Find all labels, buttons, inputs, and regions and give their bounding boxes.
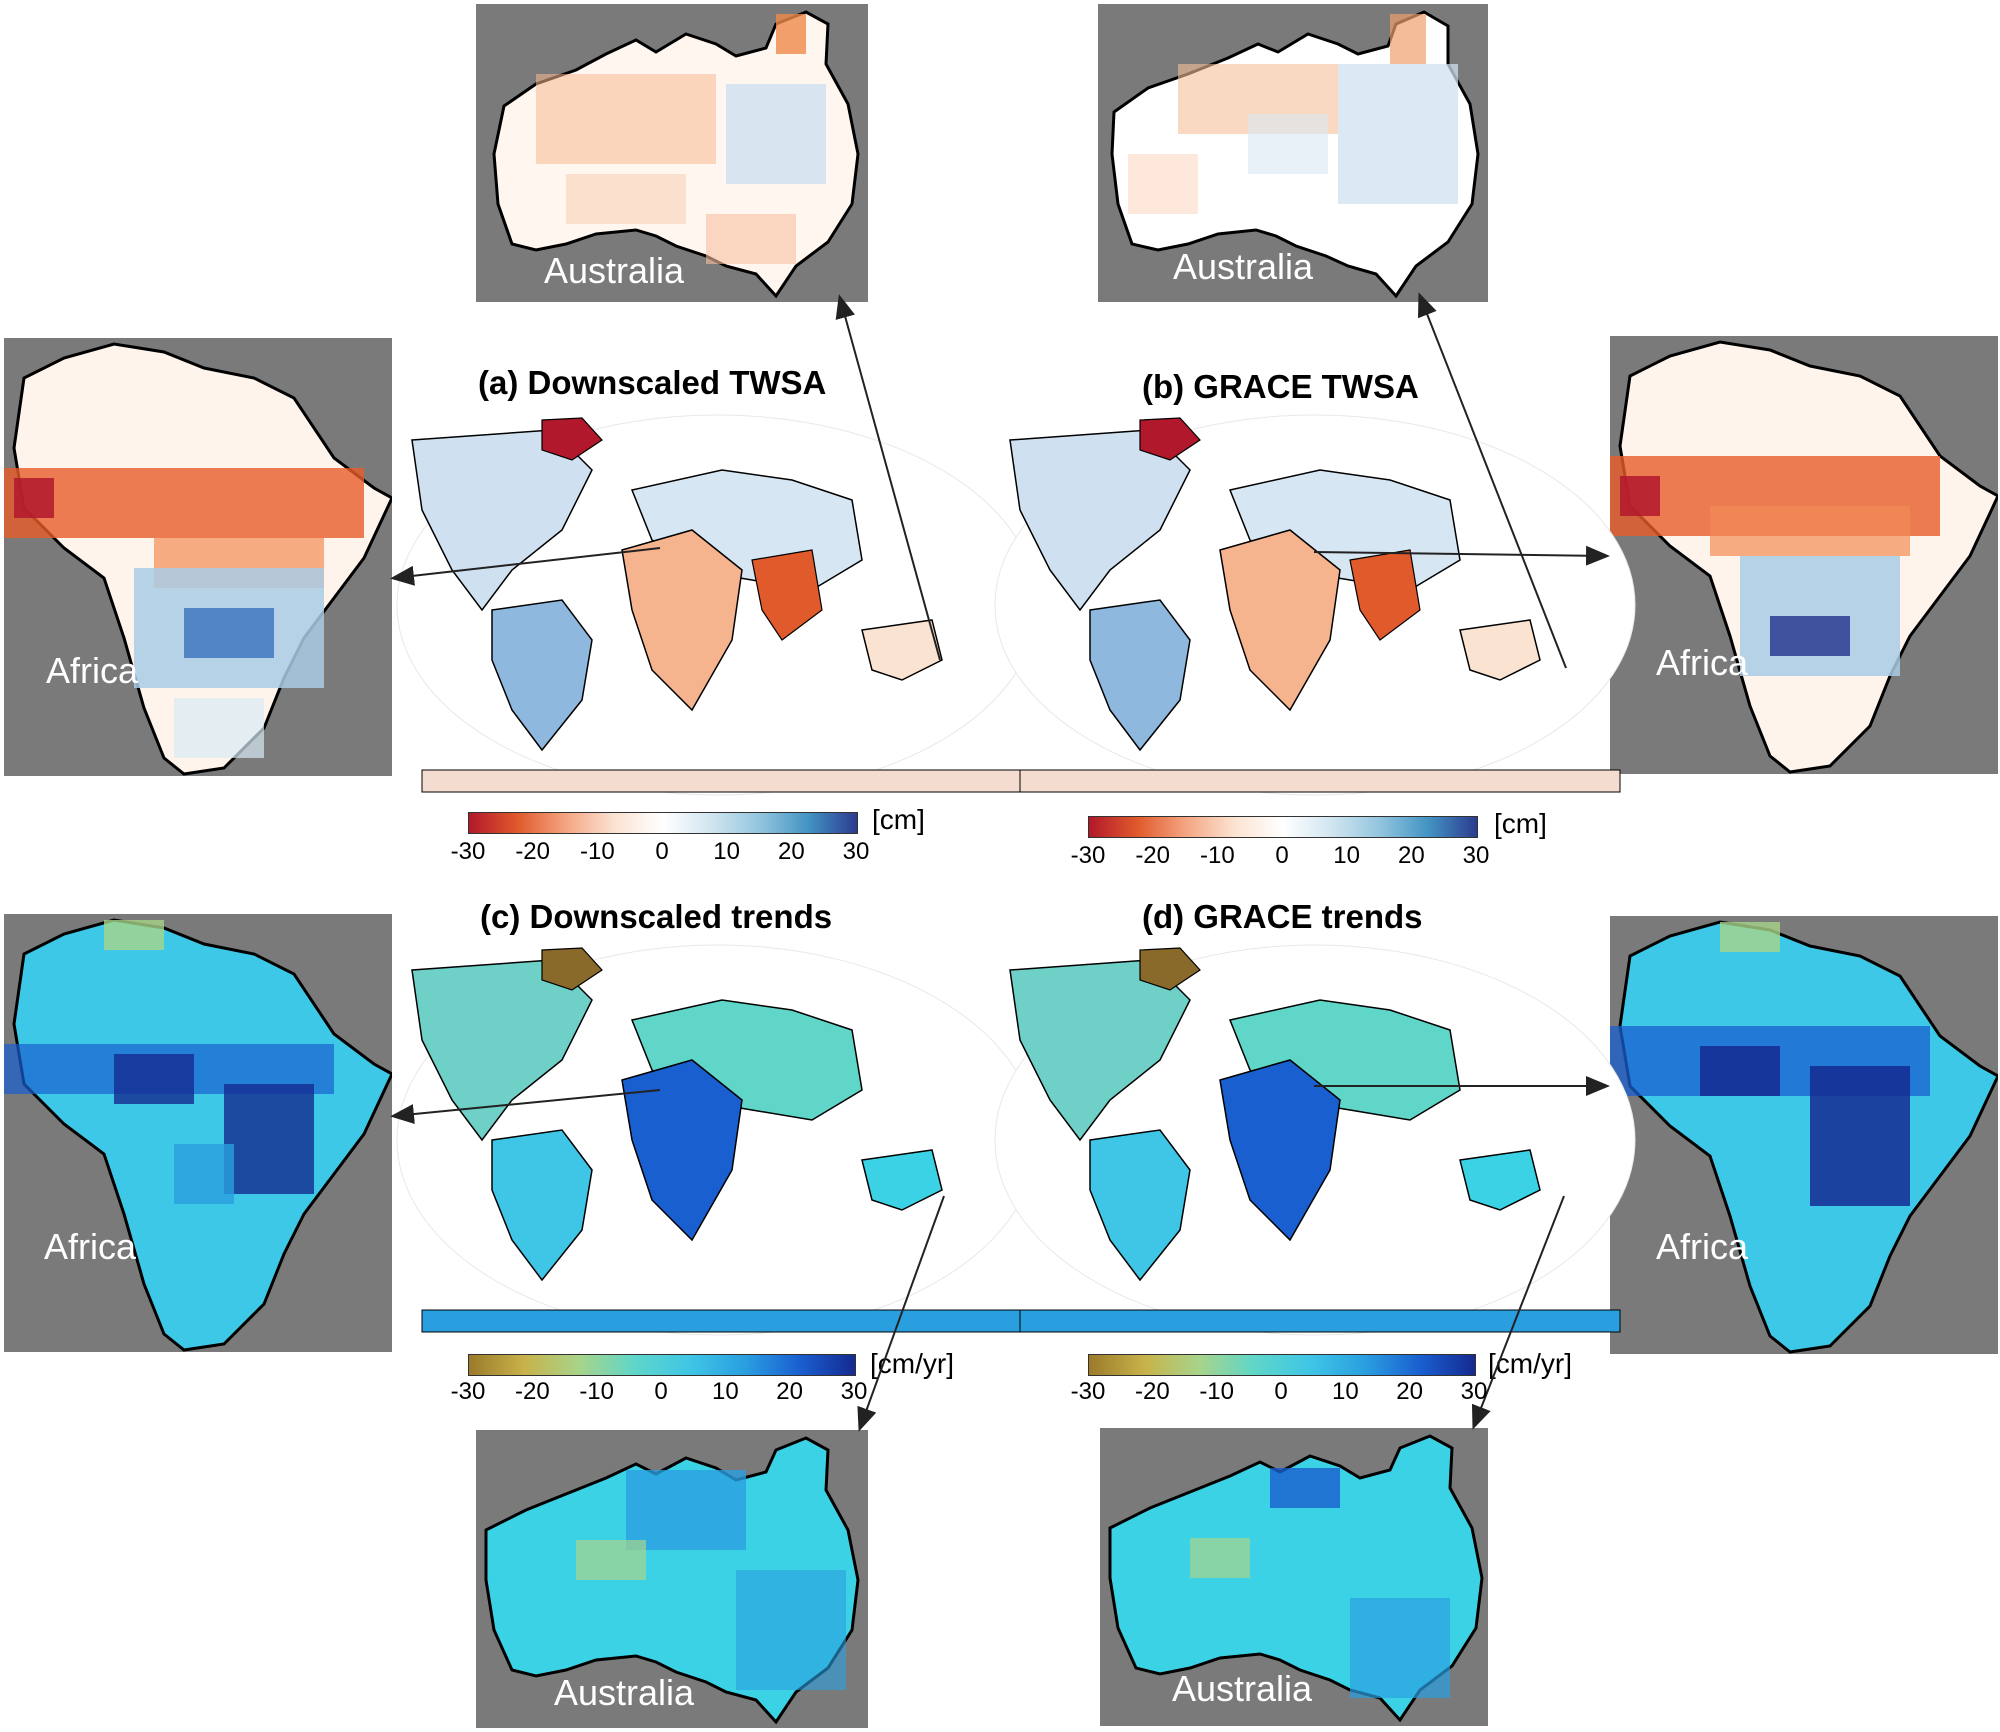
colorbar-tick-label: 10 [1333,842,1361,869]
colorbar-tick-label: -20 [515,838,550,865]
colorbar-tick-label: 10 [711,1378,739,1405]
africa-map-a [4,342,392,776]
australia-inset-d: Australia [1100,1428,1488,1726]
colorbar-tick-label: 20 [776,1378,804,1405]
colorbar-tick-label: -20 [1135,842,1170,869]
colorbar-tick-label: 0 [1274,1378,1288,1405]
colorbar-tick-label: -20 [514,1378,550,1405]
africa-inset-b: Africa [1610,336,1998,774]
australia-inset-a: Australia [476,4,868,302]
colorbar-tick-label: -10 [579,838,615,865]
panel-c-title: (c) Downscaled trends [480,898,833,935]
colorbar-tick-label: -20 [1134,1378,1170,1405]
colorbar-tick-label: -10 [1199,842,1235,869]
colorbar-unit-d: [cm/yr] [1488,1348,1572,1379]
inset-label: Africa [1656,1226,1749,1267]
africa-inset-a: Africa [4,338,392,776]
world-map-d [994,944,1636,1336]
colorbar-unit-a: [cm] [872,804,925,835]
colorbar-tick-label: 30 [1462,842,1490,869]
australia-map-b [1110,10,1480,299]
world-map-b [994,414,1636,796]
australia-map-c [484,1436,860,1725]
colorbar-tick-label: -30 [1070,842,1106,869]
colorbar-unit-b: [cm] [1494,808,1547,839]
panel-a-title: (a) Downscaled TWSA [478,364,827,401]
colorbar-tick-label: 30 [1460,1378,1488,1405]
colorbar-d [1088,1354,1476,1376]
colorbar-tick-label: -30 [450,838,486,865]
inset-label: Australia [544,250,685,291]
africa-map-c [4,918,392,1352]
panel-d-title: (d) GRACE trends [1142,898,1423,935]
inset-label: Australia [554,1672,695,1713]
colorbar-tick-label: 0 [1275,842,1289,869]
colorbar-b [1088,816,1478,838]
africa-map-b [1610,340,1998,774]
africa-inset-c: Africa [4,914,392,1352]
colorbar-tick-label: 30 [840,1378,868,1405]
world-map-a [396,414,1038,796]
colorbar-tick-label: 20 [1397,842,1425,869]
colorbar-tick-label: -30 [1070,1378,1106,1405]
inset-label: Africa [44,1226,137,1267]
panel-b-title: (b) GRACE TWSA [1142,368,1419,405]
colorbar-tick-label: 20 [777,838,805,865]
inset-label: Australia [1172,1668,1313,1709]
inset-label: Australia [1173,246,1314,287]
africa-inset-d: Africa [1610,916,1998,1354]
colorbar-a [468,812,858,834]
world-map-c [396,944,1038,1336]
colorbar-unit-c: [cm/yr] [870,1348,954,1379]
colorbar-tick-label: 0 [655,838,669,865]
colorbar-tick-label: -10 [1199,1378,1234,1405]
colorbar-tick-label: 20 [1396,1378,1424,1405]
africa-map-d [1610,920,1998,1354]
colorbar-tick-label: 10 [713,838,741,865]
colorbar-tick-label: 10 [1331,1378,1359,1405]
colorbar-c [468,1354,856,1376]
australia-inset-b: Australia [1098,4,1488,302]
colorbar-tick-label: -30 [450,1378,486,1405]
inset-label: Africa [46,650,139,691]
inset-label: Africa [1656,642,1749,683]
colorbar-tick-label: 30 [842,838,870,865]
australia-map-d [1108,1434,1484,1723]
colorbar-tick-label: -10 [579,1378,614,1405]
colorbar-tick-label: 0 [654,1378,668,1405]
australia-map-a [492,10,860,299]
australia-inset-c: Australia [476,1430,868,1728]
